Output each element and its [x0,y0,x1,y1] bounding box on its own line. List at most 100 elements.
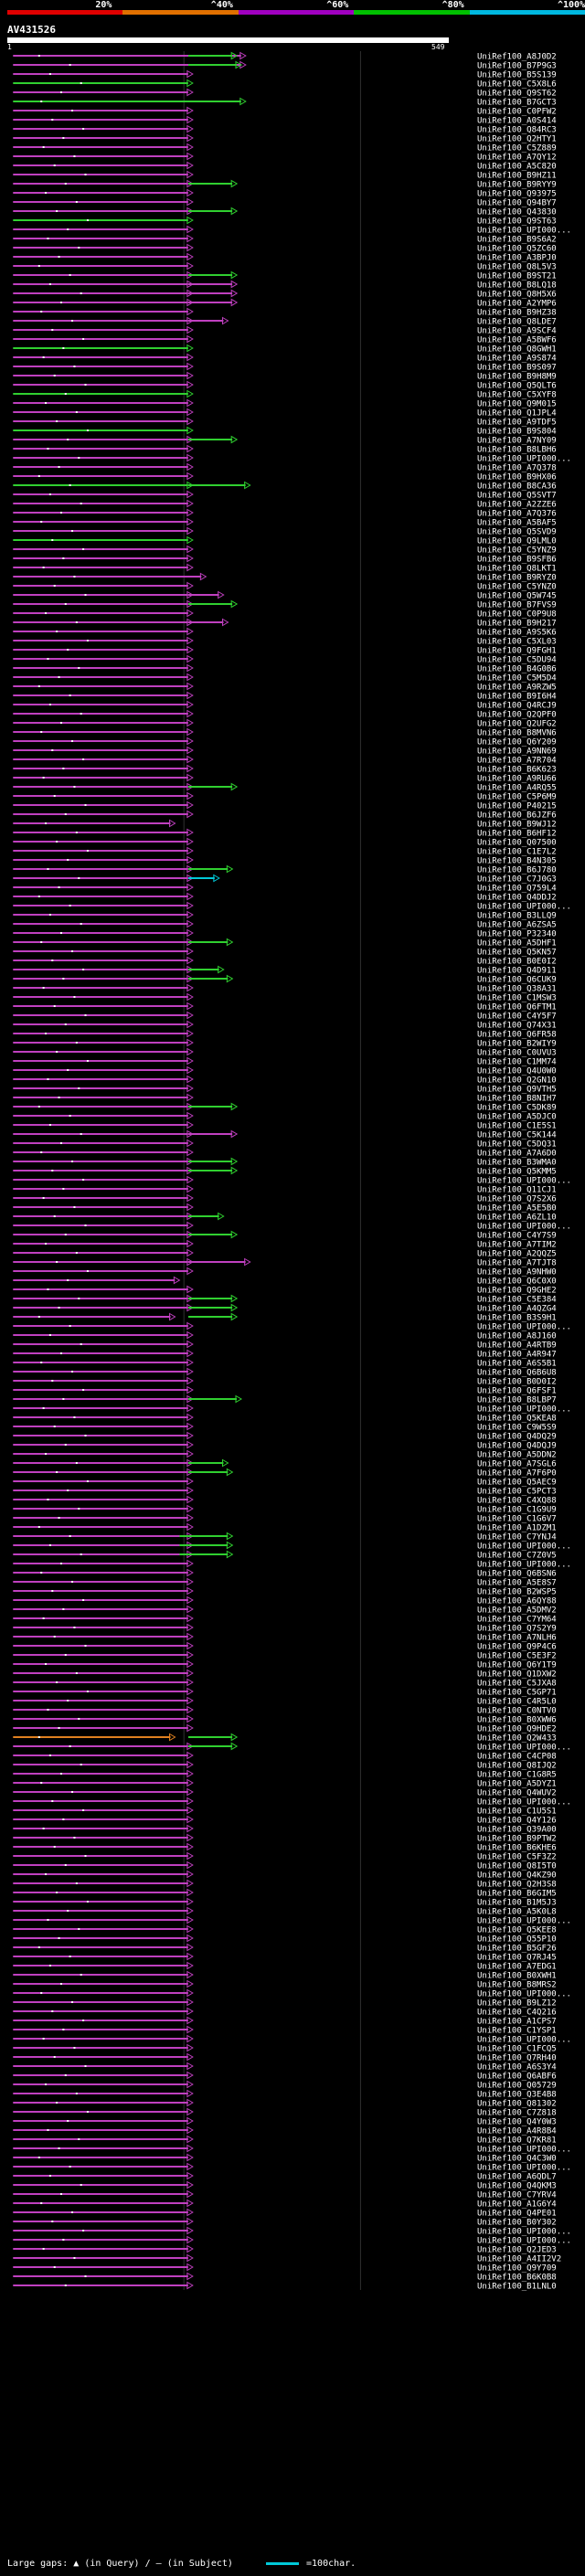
hit-id-link[interactable]: UniRef100_C5M5D4 [477,674,557,684]
hit-id-link[interactable]: UniRef100_A4RTB9 [477,1341,557,1351]
hit-id-link[interactable]: UniRef100_UPI000... [477,1798,571,1807]
hit-id-link[interactable]: UniRef100_A7F6P0 [477,1469,557,1479]
hit-id-link[interactable]: UniRef100_C1G8R5 [477,1771,557,1780]
hit-id-link[interactable]: UniRef100_Q07500 [477,839,557,848]
hit-id-link[interactable]: UniRef100_C5DQ31 [477,1140,557,1150]
hit-id-link[interactable]: UniRef100_A8J0D2 [477,53,557,62]
hit-id-link[interactable]: UniRef100_A6ZL10 [477,1214,557,1223]
hit-id-link[interactable]: UniRef100_B1M5J3 [477,1899,557,1908]
hit-id-link[interactable]: UniRef100_Q1DXW2 [477,1670,557,1680]
hit-id-link[interactable]: UniRef100_C5GP71 [477,1689,557,1698]
hit-id-link[interactable]: UniRef100_UPI000... [477,2237,571,2246]
hit-id-link[interactable]: UniRef100_Q8H5X6 [477,291,557,300]
hit-id-link[interactable]: UniRef100_C5Z889 [477,144,557,154]
hit-id-link[interactable]: UniRef100_Q4WUV2 [477,1789,557,1798]
hit-id-link[interactable]: UniRef100_A4QZG4 [477,1305,557,1314]
hit-id-link[interactable]: UniRef100_B4N305 [477,857,557,866]
hit-id-link[interactable]: UniRef100_UPI000... [477,2036,571,2045]
hit-id-link[interactable]: UniRef100_Q5KEE8 [477,1926,557,1935]
hit-id-link[interactable]: UniRef100_C0P9U8 [477,610,557,620]
hit-id-link[interactable]: UniRef100_Q7RH40 [477,2054,557,2063]
hit-id-link[interactable]: UniRef100_Q4U0W0 [477,1067,557,1076]
hit-id-link[interactable]: UniRef100_B0XWW6 [477,1716,557,1725]
hit-id-link[interactable]: UniRef100_B9RYY9 [477,181,557,190]
hit-id-link[interactable]: UniRef100_A5E5B0 [477,1204,557,1214]
hit-id-link[interactable]: UniRef100_A5BAF5 [477,519,557,528]
hit-id-link[interactable]: UniRef100_B4G0B6 [477,665,557,674]
hit-id-link[interactable]: UniRef100_B9WJ12 [477,821,557,830]
hit-id-link[interactable]: UniRef100_B9S804 [477,428,557,437]
hit-id-link[interactable]: UniRef100_A3BPJ0 [477,254,557,263]
hit-id-link[interactable]: UniRef100_Q9ST63 [477,217,557,227]
hit-id-link[interactable]: UniRef100_Q2UFG2 [477,720,557,729]
hit-id-link[interactable]: UniRef100_UPI000... [477,1177,571,1186]
hit-id-link[interactable]: UniRef100_Q9FGH1 [477,647,557,656]
hit-id-link[interactable]: UniRef100_Q39A00 [477,1826,557,1835]
hit-id-link[interactable]: UniRef100_C7YRV4 [477,2191,557,2200]
hit-id-link[interactable]: UniRef100_A6S3Y4 [477,2063,557,2072]
hit-id-link[interactable]: UniRef100_B0XWH1 [477,1972,557,1981]
hit-id-link[interactable]: UniRef100_C9W5S9 [477,1424,557,1433]
hit-id-link[interactable]: UniRef100_C1MM74 [477,1058,557,1067]
hit-id-link[interactable]: UniRef100_Q4DQJ9 [477,1442,557,1451]
hit-id-link[interactable]: UniRef100_Q4D911 [477,967,557,976]
hit-id-link[interactable]: UniRef100_C5JXA8 [477,1680,557,1689]
hit-id-link[interactable]: UniRef100_C5YNZ0 [477,583,557,592]
hit-id-link[interactable]: UniRef100_B9H8M9 [477,373,557,382]
hit-id-link[interactable]: UniRef100_B8MVN6 [477,729,557,738]
hit-id-link[interactable]: UniRef100_Q4KZ90 [477,1871,557,1881]
hit-id-link[interactable]: UniRef100_A7SGL6 [477,1460,557,1469]
hit-id-link[interactable]: UniRef100_Q6ABF6 [477,2072,557,2082]
hit-id-link[interactable]: UniRef100_UPI000... [477,2228,571,2237]
hit-id-link[interactable]: UniRef100_P32340 [477,930,557,939]
hit-id-link[interactable]: UniRef100_B7GCT3 [477,99,557,108]
hit-id-link[interactable]: UniRef100_A7TIM2 [477,1241,557,1250]
hit-id-link[interactable]: UniRef100_A9TDF5 [477,419,557,428]
hit-id-link[interactable]: UniRef100_B3S9H1 [477,1314,557,1323]
hit-id-link[interactable]: UniRef100_A5C820 [477,163,557,172]
hit-id-link[interactable]: UniRef100_Q4RCJ9 [477,702,557,711]
hit-id-link[interactable]: UniRef100_A1DZM1 [477,1524,557,1533]
hit-id-link[interactable]: UniRef100_C4R5L0 [477,1698,557,1707]
hit-id-link[interactable]: UniRef100_Q8LDE7 [477,318,557,327]
hit-id-link[interactable]: UniRef100_B8LBP7 [477,1396,557,1405]
hit-id-link[interactable]: UniRef100_A7R704 [477,757,557,766]
hit-id-link[interactable]: UniRef100_Q3E4B8 [477,2091,557,2100]
hit-id-link[interactable]: UniRef100_B9SFB6 [477,556,557,565]
hit-id-link[interactable]: UniRef100_B3WMA0 [477,1159,557,1168]
hit-id-link[interactable]: UniRef100_Q5ZC60 [477,245,557,254]
hit-id-link[interactable]: UniRef100_C7Z818 [477,2109,557,2118]
hit-id-link[interactable]: UniRef100_Q5AEC9 [477,1479,557,1488]
hit-id-link[interactable]: UniRef100_A2YMP6 [477,300,557,309]
hit-id-link[interactable]: UniRef100_Q2QPF0 [477,711,557,720]
hit-id-link[interactable]: UniRef100_C5PCT3 [477,1488,557,1497]
hit-id-link[interactable]: UniRef100_UPI000... [477,1223,571,1232]
hit-id-link[interactable]: UniRef100_Q9LML0 [477,537,557,546]
hit-id-link[interactable]: UniRef100_Q9GHE2 [477,1287,557,1296]
hit-id-link[interactable]: UniRef100_Q759L4 [477,885,557,894]
hit-id-link[interactable]: UniRef100_C5P6M9 [477,793,557,802]
hit-id-link[interactable]: UniRef100_A6S5B1 [477,1360,557,1369]
hit-id-link[interactable]: UniRef100_A5BWF6 [477,336,557,345]
hit-id-link[interactable]: UniRef100_Q84RC3 [477,126,557,135]
hit-id-link[interactable]: UniRef100_Q2HTY1 [477,135,557,144]
hit-id-link[interactable]: UniRef100_C1MSW3 [477,994,557,1003]
hit-id-link[interactable]: UniRef100_Q2GN10 [477,1076,557,1086]
hit-id-link[interactable]: UniRef100_C5E384 [477,1296,557,1305]
hit-id-link[interactable]: UniRef100_C1U5S1 [477,1807,557,1817]
hit-id-link[interactable]: UniRef100_Q6BSN6 [477,1570,557,1579]
hit-id-link[interactable]: UniRef100_B2WSP5 [477,1588,557,1597]
hit-id-link[interactable]: UniRef100_A5K0L8 [477,1908,557,1917]
hit-id-link[interactable]: UniRef100_B0E0I2 [477,958,557,967]
hit-id-link[interactable]: UniRef100_Q43830 [477,208,557,217]
hit-id-link[interactable]: UniRef100_B9H217 [477,620,557,629]
hit-id-link[interactable]: UniRef100_C0PFW2 [477,108,557,117]
hit-id-link[interactable]: UniRef100_Q38A31 [477,985,557,994]
hit-id-link[interactable]: UniRef100_B6K0B8 [477,2274,557,2283]
hit-id-link[interactable]: UniRef100_B9HX06 [477,473,557,482]
hit-id-link[interactable]: UniRef100_Q9HDE2 [477,1725,557,1734]
hit-id-link[interactable]: UniRef100_C1FCQ5 [477,2045,557,2054]
hit-id-link[interactable]: UniRef100_A4R947 [477,1351,557,1360]
hit-id-link[interactable]: UniRef100_Q81302 [477,2100,557,2109]
hit-id-link[interactable]: UniRef100_A5DJC0 [477,1113,557,1122]
